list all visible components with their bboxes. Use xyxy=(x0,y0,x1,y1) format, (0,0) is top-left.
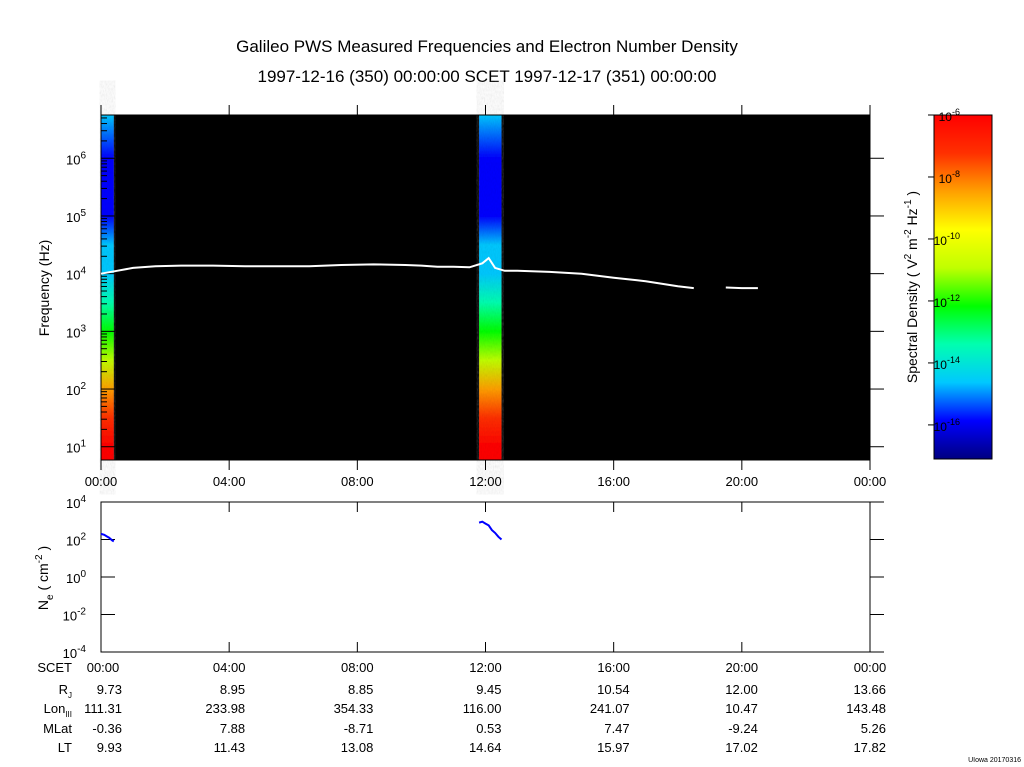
x-tick-label: 08:00 xyxy=(341,474,374,489)
colorbar-tick-label: 10-12 xyxy=(934,293,960,310)
colorbar-tick-label: 10-8 xyxy=(939,169,960,186)
density-line xyxy=(478,520,503,541)
ephemeris-value: 17.82 xyxy=(853,740,886,755)
ephemeris-value: 13.66 xyxy=(853,682,886,697)
colorbar-tick-label: 10-16 xyxy=(934,417,960,434)
x-tick-label: 00:00 xyxy=(85,474,118,489)
spectrogram-data-bands xyxy=(101,115,502,460)
ephemeris-value: 11.43 xyxy=(214,740,246,755)
ephemeris-row-label: SCET xyxy=(37,660,72,675)
ephemeris-table: SCET 00:00 04:00 08:00 12:00 16:00 20:00 00:00 R… xyxy=(37,660,886,755)
ephemeris-value: 14.64 xyxy=(469,740,502,755)
ephemeris-value: 10.54 xyxy=(597,682,630,697)
ephemeris-value: 354.33 xyxy=(334,701,374,716)
spectrogram-y-ticks: 101 102 103 104 105 106 xyxy=(66,117,884,456)
ephemeris-value: 16:00 xyxy=(597,660,630,675)
ephemeris-value: 5.26 xyxy=(861,721,886,736)
x-tick-label: 00:00 xyxy=(854,474,887,489)
ephemeris-value: 9.93 xyxy=(97,740,122,755)
y-tick-label: 102 xyxy=(66,381,86,398)
x-tick-label: 16:00 xyxy=(597,474,630,489)
colorbar-ticks: 10-6 10-8 10-10 10-12 10-14 10-16 xyxy=(928,107,960,434)
ephemeris-row-label: RJ xyxy=(59,682,72,700)
ephemeris-value: 9.73 xyxy=(97,682,122,697)
density-line xyxy=(100,532,115,543)
spectrogram-x-ticks: 00:00 04:00 08:00 12:00 16:00 20:00 00:00 xyxy=(85,105,887,489)
density-panel: 104 102 100 10-2 10-4 Ne ( cm-2 ) xyxy=(34,494,884,661)
y-tick-label: 105 xyxy=(66,208,86,225)
credit-label: UIowa 20170316 xyxy=(968,757,1021,764)
ephemeris-value: 15.97 xyxy=(597,740,630,755)
y-tick-label: 10-2 xyxy=(63,607,87,624)
colorbar-tick-label: 10-14 xyxy=(934,355,960,372)
ephemeris-value: 9.45 xyxy=(476,682,501,697)
x-tick-label: 20:00 xyxy=(726,474,759,489)
ephemeris-value: 00:00 xyxy=(87,660,120,675)
colorbar-tick-label: 10-6 xyxy=(939,107,960,124)
density-y-ticks: 104 102 100 10-2 10-4 xyxy=(63,494,884,661)
ephemeris-value: 0.53 xyxy=(476,721,501,736)
y-tick-label: 100 xyxy=(66,569,86,586)
ephemeris-value: 20:00 xyxy=(726,660,759,675)
ephemeris-value: 12.00 xyxy=(725,682,758,697)
ephemeris-value: 143.48 xyxy=(846,701,886,716)
ephemeris-value: 241.07 xyxy=(590,701,630,716)
ephemeris-value: 04:00 xyxy=(213,660,246,675)
ephemeris-value: 7.88 xyxy=(220,721,245,736)
ephemeris-value: 00:00 xyxy=(854,660,887,675)
spectrogram-panel: 101 102 103 104 105 106 00:00 04:00 08:00 12:00 1… xyxy=(36,105,886,489)
ephemeris-value: 08:00 xyxy=(341,660,374,675)
ephemeris-value: 13.08 xyxy=(341,740,374,755)
ephemeris-value: -9.24 xyxy=(728,721,758,736)
colorbar-label: Spectral Density ( V2 m-2 Hz-1 ) xyxy=(903,191,920,383)
ephemeris-value: 116.00 xyxy=(463,701,502,716)
density-x-ticks xyxy=(100,502,871,652)
ephemeris-value: 8.85 xyxy=(348,682,373,697)
y-tick-label: 10-4 xyxy=(63,644,87,661)
y-tick-label: 106 xyxy=(66,150,86,167)
ephemeris-value: -8.71 xyxy=(344,721,374,736)
y-tick-label: 101 xyxy=(66,439,86,456)
ephemeris-row-label: MLat xyxy=(43,721,72,736)
ephemeris-value: -0.36 xyxy=(92,721,122,736)
y-tick-label: 102 xyxy=(66,532,86,549)
ephemeris-value: 8.95 xyxy=(220,682,245,697)
x-tick-label: 12:00 xyxy=(469,474,502,489)
measured-frequency-line xyxy=(100,256,694,290)
ephemeris-value: 17.02 xyxy=(725,740,758,755)
y-tick-label: 104 xyxy=(66,266,86,283)
density-y-label: Ne ( cm-2 ) xyxy=(34,546,56,610)
ephemeris-value: 12:00 xyxy=(469,660,502,675)
measured-frequency-line xyxy=(725,286,758,290)
chart-subtitle: 1997-12-16 (350) 00:00:00 SCET 1997-12-1… xyxy=(257,67,716,86)
ephemeris-value: 111.31 xyxy=(84,701,122,716)
spectrogram-data-band xyxy=(479,115,502,460)
x-tick-label: 04:00 xyxy=(213,474,246,489)
colorbar-tick-label: 10-10 xyxy=(934,231,960,248)
ephemeris-value: 7.47 xyxy=(604,721,629,736)
ephemeris-row-label: LonIII xyxy=(44,701,72,719)
density-series xyxy=(100,520,503,543)
colorbar-gradient xyxy=(933,114,993,460)
spectrogram-data-band xyxy=(101,115,114,460)
y-tick-label: 104 xyxy=(66,494,86,511)
colorbar: 10-6 10-8 10-10 10-12 10-14 10-16 Spectral De… xyxy=(903,107,993,460)
y-tick-label: 103 xyxy=(66,323,86,340)
ephemeris-value: 233.98 xyxy=(205,701,245,716)
spectrogram-y-label: Frequency (Hz) xyxy=(36,240,52,336)
chart-title: Galileo PWS Measured Frequencies and Ele… xyxy=(236,37,738,56)
ephemeris-value: 10.47 xyxy=(725,701,758,716)
ephemeris-row-label: LT xyxy=(58,740,72,755)
